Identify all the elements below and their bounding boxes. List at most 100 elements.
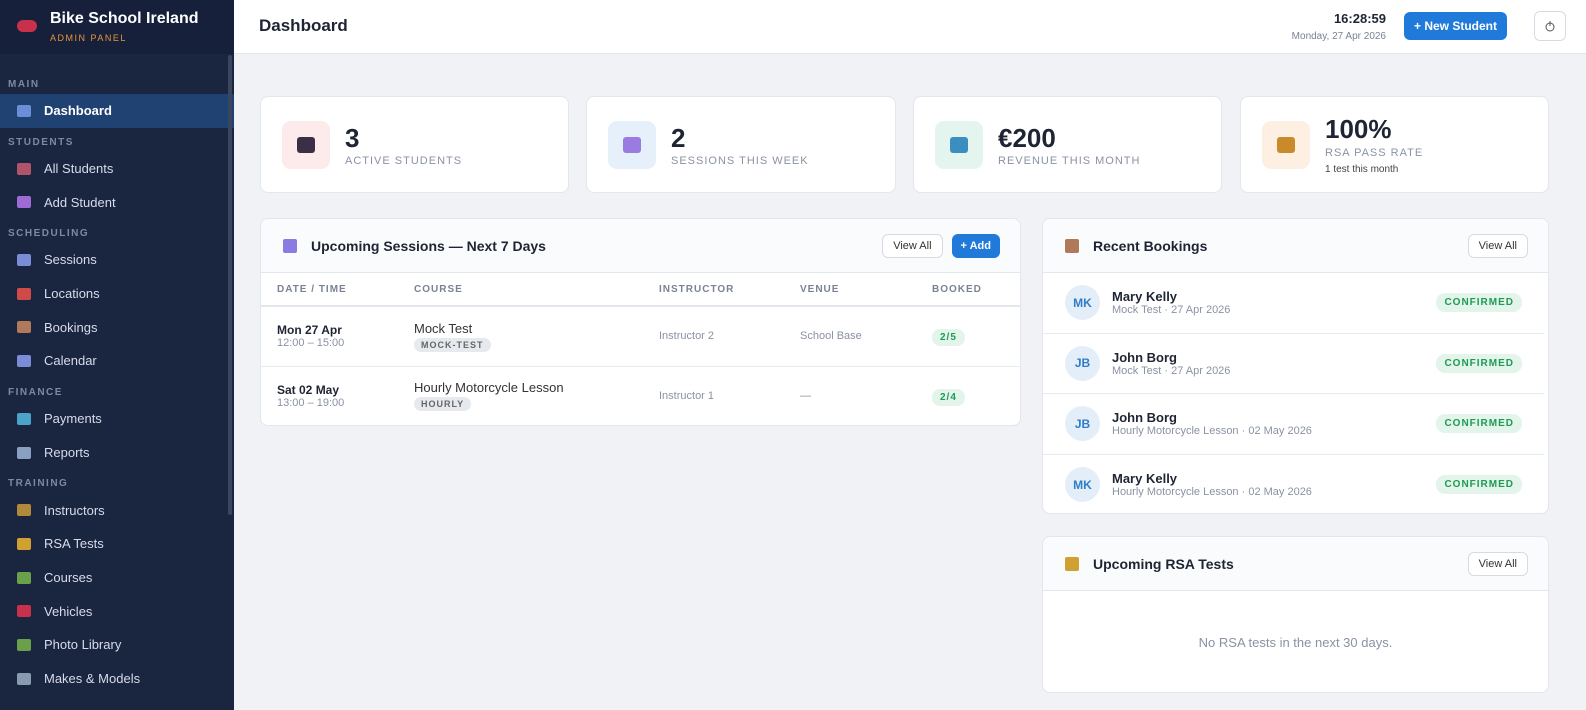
- nav-icon: [17, 105, 31, 117]
- column-header: DATE / TIME: [277, 283, 347, 295]
- scrollbar: [228, 55, 232, 515]
- column-header: BOOKED: [932, 283, 982, 295]
- brand-subtitle: ADMIN PANEL: [50, 33, 127, 43]
- nav-item[interactable]: Calendar: [0, 344, 234, 378]
- icon-glyph: [623, 137, 641, 153]
- stat-value: 100%: [1325, 114, 1392, 144]
- avatar: JB: [1065, 345, 1100, 381]
- nav-section: SCHEDULING: [8, 228, 90, 240]
- status-badge: CONFIRMED: [1436, 353, 1522, 373]
- nav-section: MAIN: [8, 79, 40, 90]
- booking-text: John Borg Mock Test · 27 Apr 2026: [1112, 350, 1436, 377]
- nav-item[interactable]: All Students: [0, 152, 234, 186]
- status-badge: CONFIRMED: [1436, 475, 1522, 495]
- sidebar: Bike School Ireland ADMIN PANEL MAIN Dashb…: [0, 0, 234, 710]
- avatar: MK: [1065, 285, 1100, 321]
- logout-button[interactable]: [1534, 11, 1566, 41]
- stat-note: 1 test this month: [1325, 164, 1399, 175]
- clock: 16:28:59 Monday, 27 Apr 2026: [1292, 11, 1386, 44]
- nav-section: FINANCE: [8, 386, 63, 398]
- logo: [17, 20, 37, 32]
- nav-icon: [17, 196, 31, 209]
- time: 16:28:59: [1333, 11, 1386, 26]
- nav-item[interactable]: Payments: [0, 402, 234, 436]
- booking-text: John Borg Hourly Motorcycle Lesson · 02 M…: [1112, 410, 1436, 437]
- course-tag: MOCK-TEST: [414, 337, 491, 352]
- nav-section: STUDENTS: [8, 136, 74, 148]
- instructor: Instructor 1: [659, 389, 715, 402]
- booking-text: Mary Kelly Mock Test · 27 Apr 2026: [1112, 289, 1436, 316]
- course-tag: HOURLY: [414, 397, 472, 412]
- brand: Bike School Ireland ADMIN PANEL: [0, 0, 234, 54]
- stat-value: 2: [671, 123, 686, 153]
- nav-icon: [17, 605, 31, 618]
- stat-icon: [1262, 121, 1310, 169]
- session-date: Sat 02 May: [277, 382, 340, 397]
- nav-item[interactable]: Sessions: [0, 243, 234, 277]
- stat-card: €200 REVENUE THIS MONTH: [913, 96, 1222, 193]
- brand-name: Bike School Ireland: [50, 10, 199, 27]
- booking-item: MK Mary Kelly Hourly Motorcycle Lesson · 0…: [1043, 455, 1544, 514]
- table-row: Sat 02 May 13:00 – 19:00 Hourly Motorcycle…: [261, 367, 1020, 426]
- cell-booked: 2/4: [932, 388, 965, 406]
- booking-name: John Borg: [1112, 349, 1177, 365]
- cell-course: Mock Test MOCK-TEST: [414, 321, 659, 352]
- nav-item[interactable]: Instructors: [0, 493, 234, 527]
- booking-name: Mary Kelly: [1112, 289, 1178, 305]
- nav-icon: [17, 412, 31, 425]
- view-all-button[interactable]: View All: [1467, 551, 1528, 576]
- stat-label: SESSIONS THIS WEEK: [671, 155, 809, 167]
- booking-detail: Hourly Motorcycle Lesson · 02 May 2026: [1112, 425, 1312, 438]
- add-button[interactable]: + Add: [951, 233, 1000, 258]
- nav-section: TRAINING: [8, 478, 69, 490]
- table-header: DATE / TIME COURSE INSTRUCTOR VENUE BOOKED: [261, 273, 1020, 307]
- booking-detail: Hourly Motorcycle Lesson · 02 May 2026: [1112, 486, 1312, 499]
- sessions-panel: Upcoming Sessions — Next 7 Days View All +…: [260, 218, 1021, 426]
- nav-item[interactable]: Bookings: [0, 310, 234, 344]
- panel-title: Upcoming Sessions — Next 7 Days: [311, 237, 546, 254]
- date: Monday, 27 Apr 2026: [1291, 31, 1386, 42]
- nav-icon: [17, 537, 31, 550]
- course-name: Mock Test: [414, 320, 473, 336]
- booking-item: MK Mary Kelly Mock Test · 27 Apr 2026 CONFI…: [1043, 273, 1544, 334]
- new-student-button[interactable]: + New Student: [1403, 12, 1507, 40]
- topbar: Dashboard 16:28:59 Monday, 27 Apr 2026 + …: [234, 0, 1586, 54]
- avatar: MK: [1065, 467, 1100, 503]
- nav-item[interactable]: Add Student: [0, 185, 234, 219]
- nav-item[interactable]: Vehicles: [0, 594, 234, 628]
- panel-header: Upcoming RSA Tests View All: [1043, 537, 1548, 591]
- stat-card: 3 ACTIVE STUDENTS: [260, 96, 569, 193]
- nav-icon: [17, 321, 31, 334]
- nav-item[interactable]: Photo Library: [0, 628, 234, 662]
- nav-icon: [17, 162, 31, 175]
- session-date: Mon 27 Apr: [277, 323, 342, 338]
- nav-item[interactable]: RSA Tests: [0, 527, 234, 561]
- nav-item[interactable]: Dashboard: [0, 94, 234, 128]
- stat-label: REVENUE THIS MONTH: [998, 155, 1141, 167]
- venue: School Base: [800, 330, 862, 343]
- nav-item[interactable]: Courses: [0, 561, 234, 595]
- nav-item[interactable]: Reports: [0, 436, 234, 470]
- booking-detail: Mock Test · 27 Apr 2026: [1112, 304, 1231, 317]
- stat-label: ACTIVE STUDENTS: [345, 155, 463, 167]
- cell-booked: 2/5: [932, 329, 965, 347]
- panel-icon: [1065, 239, 1079, 253]
- nav: MAIN Dashboard STUDENTS All Students Add Stu…: [0, 70, 234, 695]
- cell-date: Sat 02 May 13:00 – 19:00: [277, 383, 414, 409]
- icon-glyph: [1277, 137, 1295, 153]
- stat-icon: [935, 121, 983, 169]
- view-all-button[interactable]: View All: [882, 233, 943, 258]
- nav-item[interactable]: Locations: [0, 277, 234, 311]
- nav-item[interactable]: Makes & Models: [0, 662, 234, 696]
- nav-icon: [17, 638, 31, 651]
- avatar: JB: [1065, 406, 1100, 442]
- stat-card: 100% RSA PASS RATE 1 test this month: [1240, 96, 1549, 193]
- nav-icon: [17, 672, 31, 685]
- stat-card: 2 SESSIONS THIS WEEK: [586, 96, 896, 193]
- column-header: VENUE: [800, 283, 840, 295]
- panel-header: Upcoming Sessions — Next 7 Days View All +…: [261, 219, 1020, 273]
- stat-label: RSA PASS RATE: [1325, 147, 1424, 159]
- status-badge: CONFIRMED: [1436, 293, 1522, 313]
- view-all-button[interactable]: View All: [1467, 233, 1528, 258]
- power-icon: [1545, 21, 1555, 32]
